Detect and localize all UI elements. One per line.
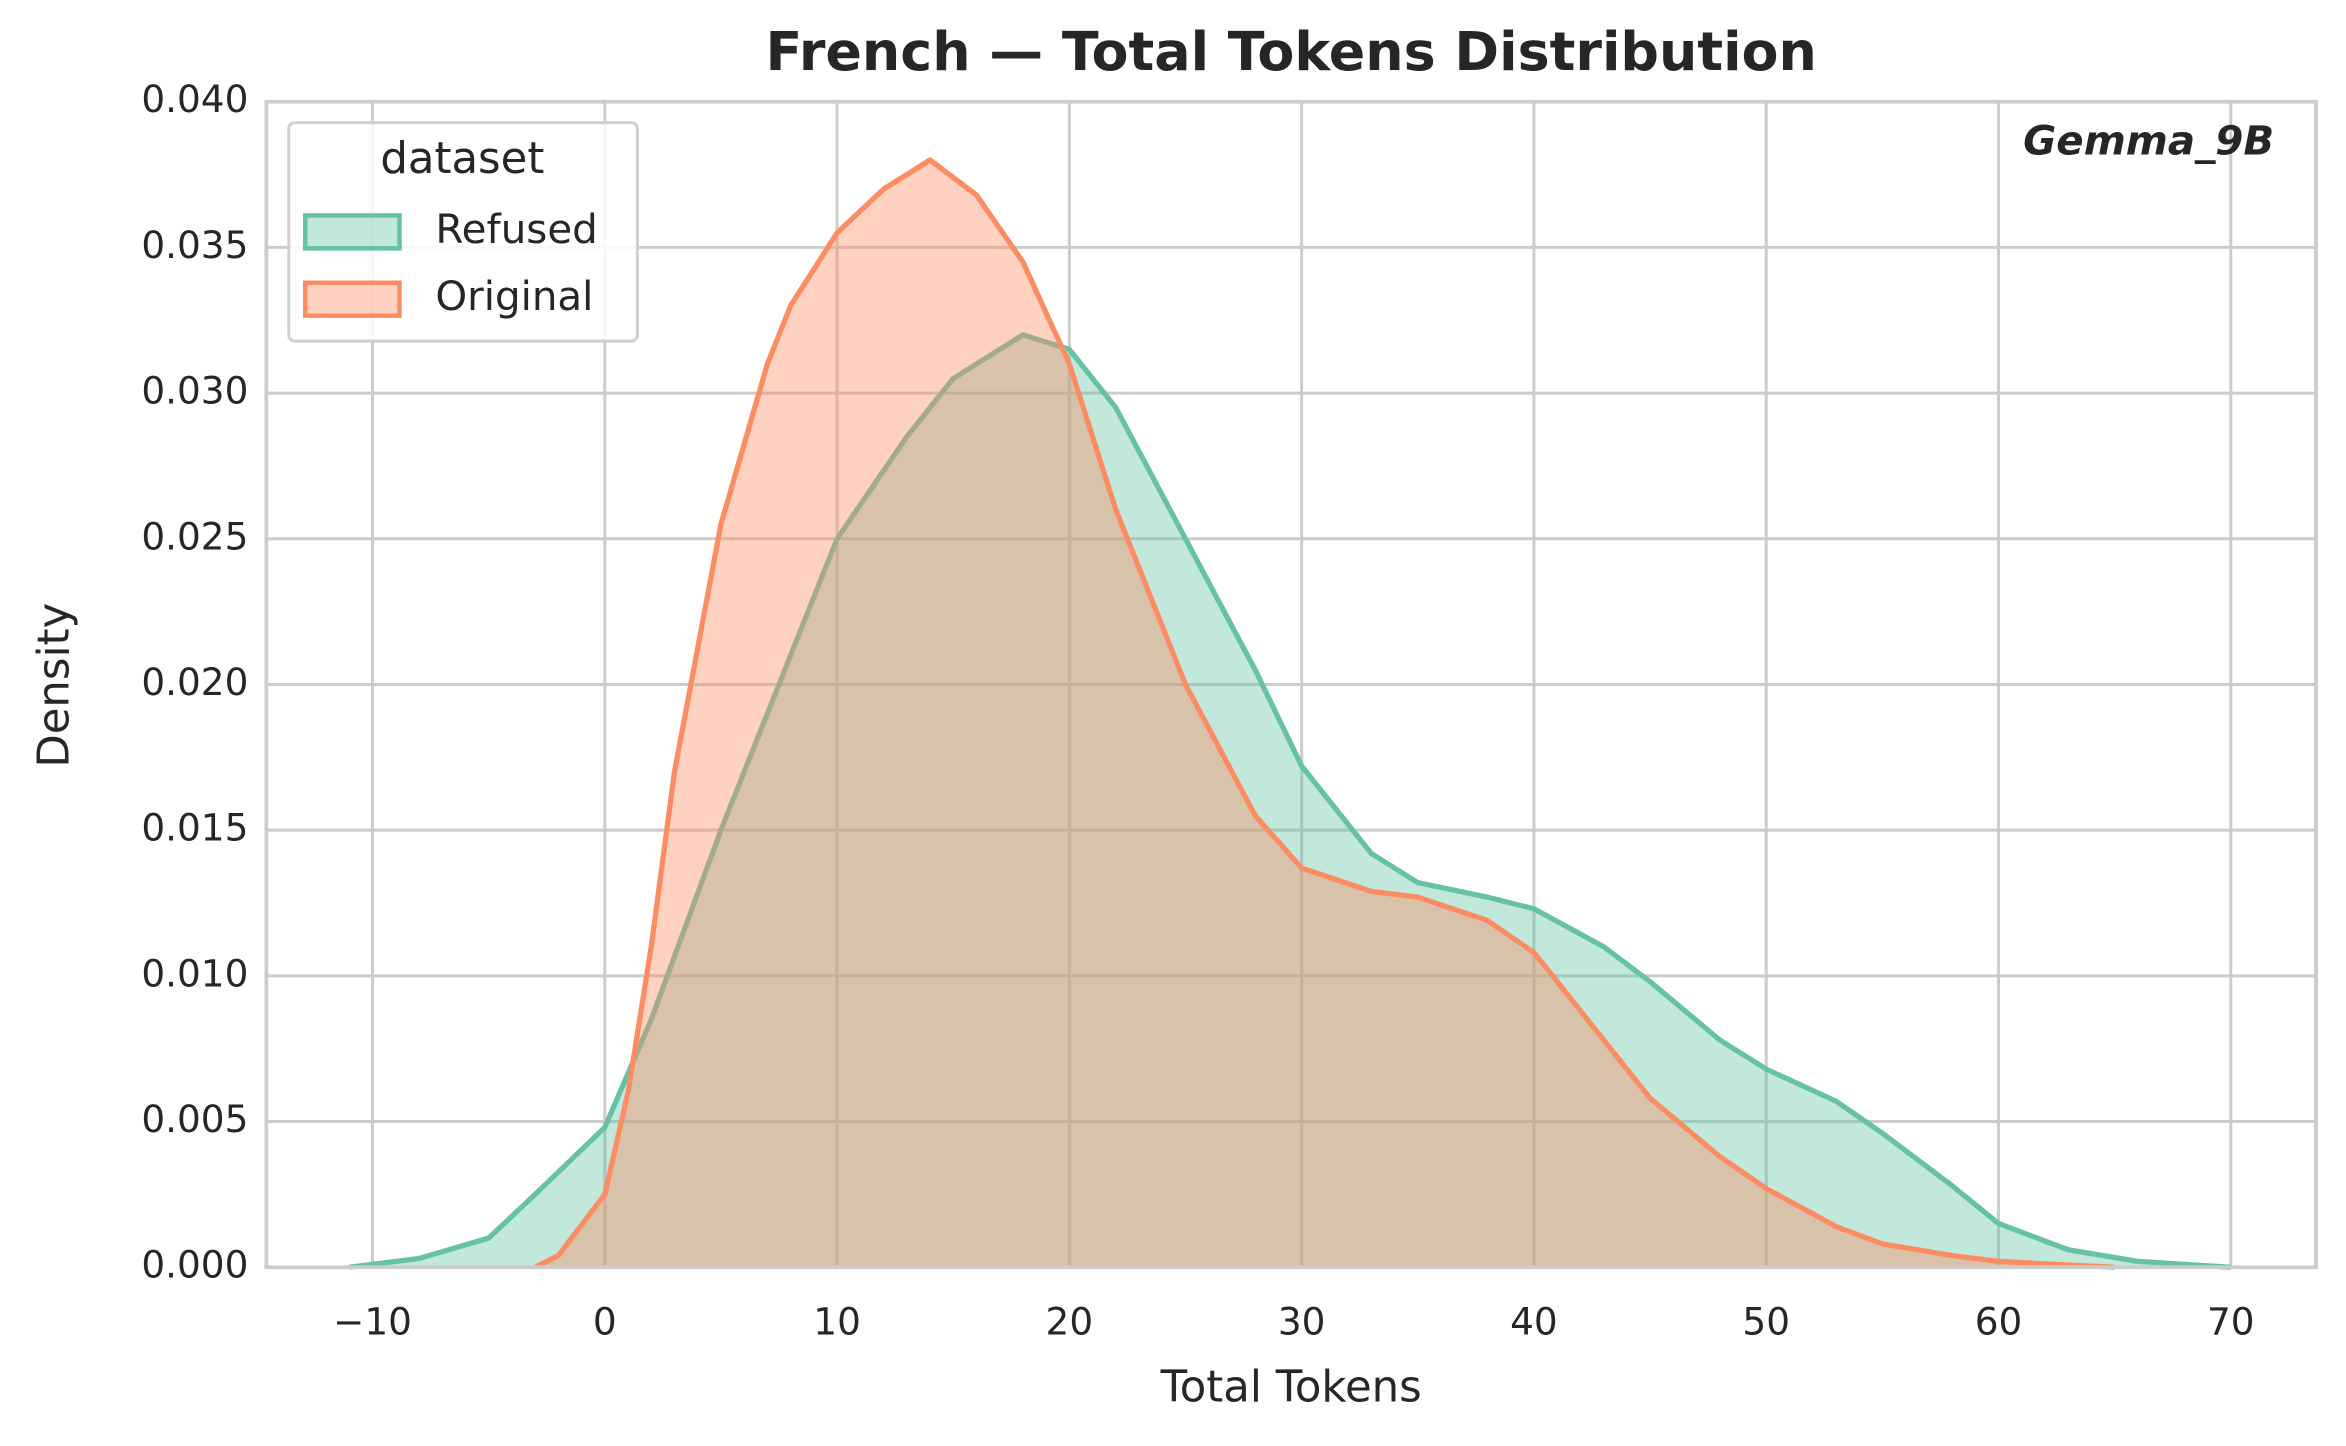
y-axis-label: Density — [29, 603, 79, 768]
legend-label: Original — [435, 273, 593, 320]
density-line — [533, 157, 2115, 1270]
y-tick-label: 0.035 — [141, 223, 248, 267]
y-tick-label: 0.005 — [141, 1097, 248, 1141]
x-axis-label: Total Tokens — [1160, 1362, 1422, 1412]
x-tick-label: 0 — [593, 1300, 617, 1344]
legend-box — [287, 121, 639, 343]
x-tick-label: −10 — [333, 1300, 412, 1344]
density-area — [349, 334, 2231, 1268]
x-tick-label: 60 — [1975, 1300, 2023, 1344]
legend-swatch — [303, 280, 402, 318]
density-line — [348, 332, 2231, 1270]
x-tick-label: 40 — [1510, 1300, 1558, 1344]
legend: dataset Refused Original — [287, 121, 639, 343]
x-tick-label: 20 — [1046, 1300, 1094, 1344]
x-tick-label: 30 — [1278, 1300, 1326, 1344]
density-area — [535, 160, 2115, 1268]
chart-title: French — Total Tokens Distribution — [765, 20, 1816, 83]
x-tick-label: 10 — [813, 1300, 861, 1344]
y-tick-label: 0.020 — [141, 660, 248, 704]
y-tick-label: 0.040 — [141, 77, 248, 121]
y-tick-label: 0.025 — [141, 514, 248, 558]
legend-title: dataset — [380, 134, 544, 184]
x-tick-label: 70 — [2207, 1300, 2255, 1344]
y-tick-label: 0.000 — [141, 1243, 248, 1287]
y-tick-label: 0.030 — [141, 369, 248, 413]
legend-swatch — [303, 213, 402, 251]
annotation: Gemma_9B — [2023, 118, 2274, 165]
y-tick-label: 0.015 — [141, 806, 248, 850]
y-tick-label: 0.010 — [141, 951, 248, 995]
legend-label: Refused — [435, 206, 597, 253]
x-tick-label: 50 — [1742, 1300, 1790, 1344]
plot-frame — [264, 99, 2318, 1270]
